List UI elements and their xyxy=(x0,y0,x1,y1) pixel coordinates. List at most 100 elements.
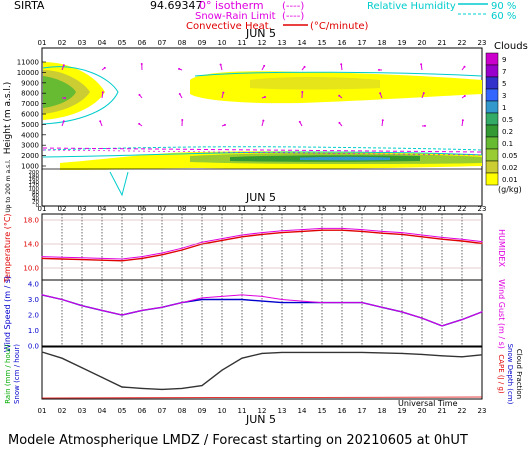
hour-tick-label: 15 xyxy=(318,407,327,415)
cloud-panel-ylabel-low: Up to 200 m a.s.l. xyxy=(5,159,12,212)
temperature-point xyxy=(321,227,323,229)
colorbar-tick-label: 5 xyxy=(502,80,506,88)
temperature-point xyxy=(481,242,483,244)
height-tick-label: 4000 xyxy=(21,131,39,139)
hour-labels-mid: 01 02 03 04 05 06 07 08 09 10 11 12 13 14 15 16 17 18 19 20… xyxy=(38,205,487,213)
hour-tick-label: 09 xyxy=(198,407,207,415)
height-tick-label: 9000 xyxy=(21,79,39,87)
snowdepth-label: Snow Depth (cm) xyxy=(506,344,514,405)
wind-point xyxy=(181,302,183,304)
colorbar-tick-label: 0.02 xyxy=(502,164,518,172)
wind-point xyxy=(461,319,463,321)
hour-tick-label: 15 xyxy=(318,205,327,213)
wind-point xyxy=(61,298,63,301)
temperature-point xyxy=(421,234,423,236)
wind-arrow-head xyxy=(263,95,266,98)
wind-point xyxy=(81,305,83,307)
temperature-plot: 18.0 14.0 10.0 xyxy=(23,214,483,280)
cloudfraction-point xyxy=(261,352,263,354)
hour-tick-label: 13 xyxy=(278,407,287,415)
footer-caption: Modele Atmospherique LMDZ / Forecast sta… xyxy=(8,433,468,448)
colorbar-tick-label: 0.01 xyxy=(502,176,518,184)
temperature-point xyxy=(41,257,43,259)
temperature-point xyxy=(81,257,83,259)
wind-point xyxy=(241,298,243,301)
wind-point xyxy=(401,311,403,313)
clouds-unit: (g/kg) xyxy=(498,185,522,194)
wind-point xyxy=(201,298,203,301)
temperature-point xyxy=(141,256,143,258)
colorbar-tick-label: 0.2 xyxy=(502,128,513,136)
legend-rh60: 60 % xyxy=(491,11,516,22)
wind-point xyxy=(261,295,263,297)
rh-contour-left xyxy=(42,66,119,125)
cloud-panel-frame xyxy=(41,47,483,207)
temperature-point xyxy=(381,230,383,232)
colorbar-swatch xyxy=(485,124,499,138)
cloudfraction-point xyxy=(61,357,63,359)
colorbar-swatch xyxy=(485,172,499,186)
wind-arrow-head xyxy=(303,65,306,68)
cloudfraction-point xyxy=(301,351,303,354)
hour-tick-label: 14 xyxy=(298,39,307,47)
temperature-point xyxy=(461,238,463,240)
date-label-top: JUN 5 xyxy=(245,27,276,40)
wind-arrow-head xyxy=(223,123,226,126)
colorbar-swatch xyxy=(485,148,499,162)
wind-arrow-head xyxy=(301,91,304,94)
colorbar-tick-label: 3 xyxy=(502,92,506,100)
wind-point xyxy=(261,300,263,302)
site-coord: 94.69347 xyxy=(150,0,203,12)
height-tick-label: 11000 xyxy=(17,59,39,67)
hour-tick-label: 10 xyxy=(218,407,227,415)
cloud-panel-ylabel: Height (m a.s.l.) xyxy=(3,82,13,155)
clouds-title: Clouds xyxy=(494,41,528,52)
wind-tick-label: 3.0 xyxy=(28,296,39,304)
hour-tick-label: 21 xyxy=(438,407,447,415)
cloudfraction-point xyxy=(341,351,343,354)
colorbar-swatch xyxy=(485,136,499,150)
wind-tick-label: 0.0 xyxy=(28,343,39,351)
colorbar-swatch xyxy=(485,112,499,126)
wind-point xyxy=(381,306,383,308)
wind-point xyxy=(201,297,203,299)
hour-tick-label: 13 xyxy=(278,205,287,213)
rh-contour-low xyxy=(42,151,483,158)
wind-arrow-head xyxy=(181,119,184,122)
cloudfraction-point xyxy=(281,351,283,354)
temperature-point xyxy=(341,227,343,229)
hour-tick-label: 02 xyxy=(58,407,67,415)
cloudfraction-point xyxy=(361,351,363,354)
hour-tick-label: 01 xyxy=(38,407,47,415)
precip-panel-frame xyxy=(41,346,483,400)
colorbar-swatch xyxy=(485,64,499,78)
wind-ylabel: Wind Speed (m / s) xyxy=(3,276,12,352)
wind-point xyxy=(121,314,123,316)
hour-tick-label: 06 xyxy=(138,39,147,47)
height-low-tick-label: 160 xyxy=(29,177,40,183)
hour-tick-label: 23 xyxy=(478,39,487,47)
colorbar-swatch xyxy=(485,88,499,102)
wind-arrow-head xyxy=(420,63,423,66)
wind-plot: 4.0 3.0 2.0 1.0 0.0 xyxy=(28,280,483,351)
cloudfraction-point xyxy=(181,387,183,390)
height-low-tick-label: 60 xyxy=(32,193,39,199)
hour-tick-label: 22 xyxy=(458,407,467,415)
hour-tick-label: 14 xyxy=(298,407,307,415)
height-low-tick-label: 20 xyxy=(32,200,39,206)
wind-arrow-head xyxy=(262,119,265,122)
cloudfraction-point xyxy=(161,388,163,390)
wind-arrow-head xyxy=(463,94,466,97)
hour-tick-label: 10 xyxy=(218,39,227,47)
legend-isotherm: 0° isotherm xyxy=(199,0,264,12)
hour-tick-label: 13 xyxy=(278,39,287,47)
rain-ylabel: Rain (mm / hour) xyxy=(4,344,12,404)
legend-snowrain-dash: (----) xyxy=(282,11,304,22)
wind-arrow-head xyxy=(62,120,65,123)
hour-tick-label: 08 xyxy=(178,407,187,415)
temperature-tick-label: 14.0 xyxy=(23,241,39,249)
cloudfraction-point xyxy=(421,353,423,355)
height-tick-label: 2000 xyxy=(21,152,39,160)
isotherm-line xyxy=(42,147,483,153)
